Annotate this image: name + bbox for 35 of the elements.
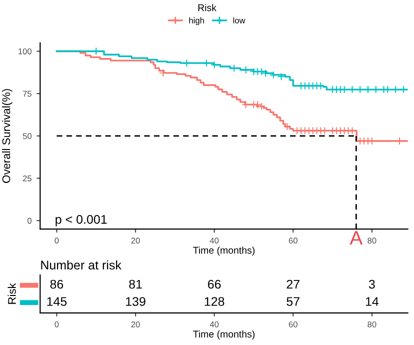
data-label: 81 — [129, 280, 142, 289]
annotation: A — [350, 231, 363, 245]
x-tick-label: 60 — [288, 238, 298, 244]
x-tick-label: 60 — [288, 321, 298, 328]
x-tick-label: 80 — [368, 238, 376, 244]
data-label: 86 — [50, 280, 64, 289]
data-label: 66 — [208, 280, 221, 289]
x-tick-label: 20 — [131, 238, 140, 244]
x-tick-label: 40 — [210, 321, 219, 328]
y-axis-title: Risk — [8, 283, 16, 304]
y-tick-label: 50 — [22, 133, 32, 140]
data-label: 128 — [204, 297, 224, 306]
x-tick-label: 0 — [54, 321, 59, 328]
y-axis-title: Overall Survival(%) — [2, 89, 12, 183]
legend-label: high — [189, 17, 204, 26]
y-tick-label: 25 — [22, 175, 32, 182]
x-tick-label: 40 — [210, 238, 219, 244]
x-tick-label: 80 — [368, 321, 376, 328]
data-label: 139 — [126, 297, 146, 306]
data-label: 27 — [286, 280, 300, 289]
legend-label: low — [233, 17, 246, 24]
y-tick-label: 75 — [22, 90, 32, 97]
legend-title: Risk — [198, 4, 216, 12]
y-tick-label: 100 — [18, 48, 32, 54]
annotation: p < 0.001 — [56, 214, 107, 226]
data-label: 57 — [286, 297, 300, 306]
x-tick-label: 20 — [131, 321, 140, 328]
x-tick-label: 0 — [54, 238, 59, 244]
y-tick-label: 0 — [28, 218, 32, 224]
data-label: 145 — [47, 297, 67, 306]
x-axis-title: Time (months) — [193, 246, 255, 256]
x-axis-title: Time (months) — [193, 330, 255, 340]
data-label: 3 — [368, 280, 375, 289]
data-label: 14 — [366, 297, 379, 306]
chart-title: Number at risk — [41, 260, 122, 270]
